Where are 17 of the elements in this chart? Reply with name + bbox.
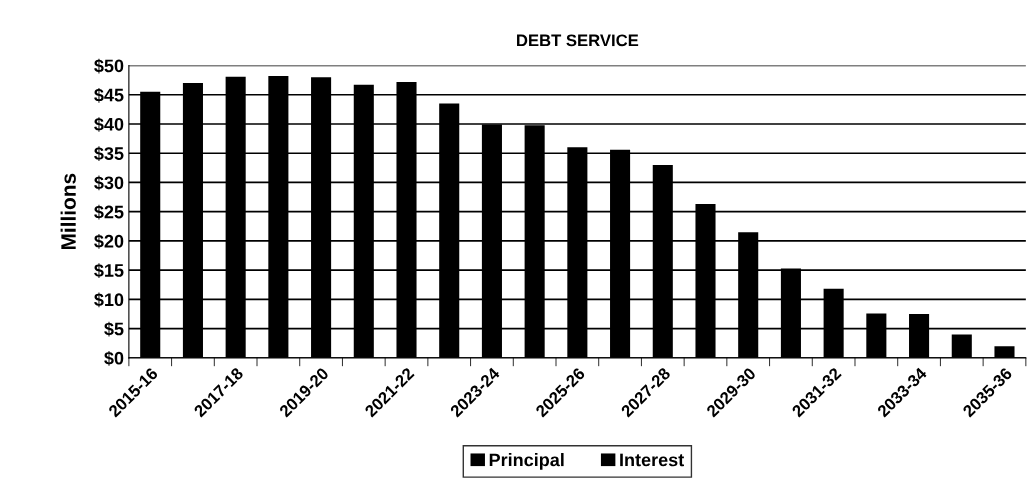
y-tick-label: $30 [94,175,124,191]
y-tick-label: $40 [94,117,124,132]
y-tick-label: $10 [94,292,124,308]
bar [994,346,1015,358]
chart-title: DEBT SERVICE [517,34,639,47]
y-tick-label: $5 [104,321,124,337]
y-tick-label: $15 [94,263,124,279]
y-tick-label: $20 [94,234,124,249]
y-axis-title: Millions [60,173,76,250]
y-tick-label: $35 [94,146,124,162]
bar [951,334,972,358]
y-tick-label: $45 [94,87,124,103]
legend-label: Interest [620,453,684,467]
y-tick-label: $0 [104,350,124,366]
y-tick-label: $50 [94,58,124,74]
y-tick-label: $25 [94,204,124,220]
legend-label: Principal [489,453,564,470]
